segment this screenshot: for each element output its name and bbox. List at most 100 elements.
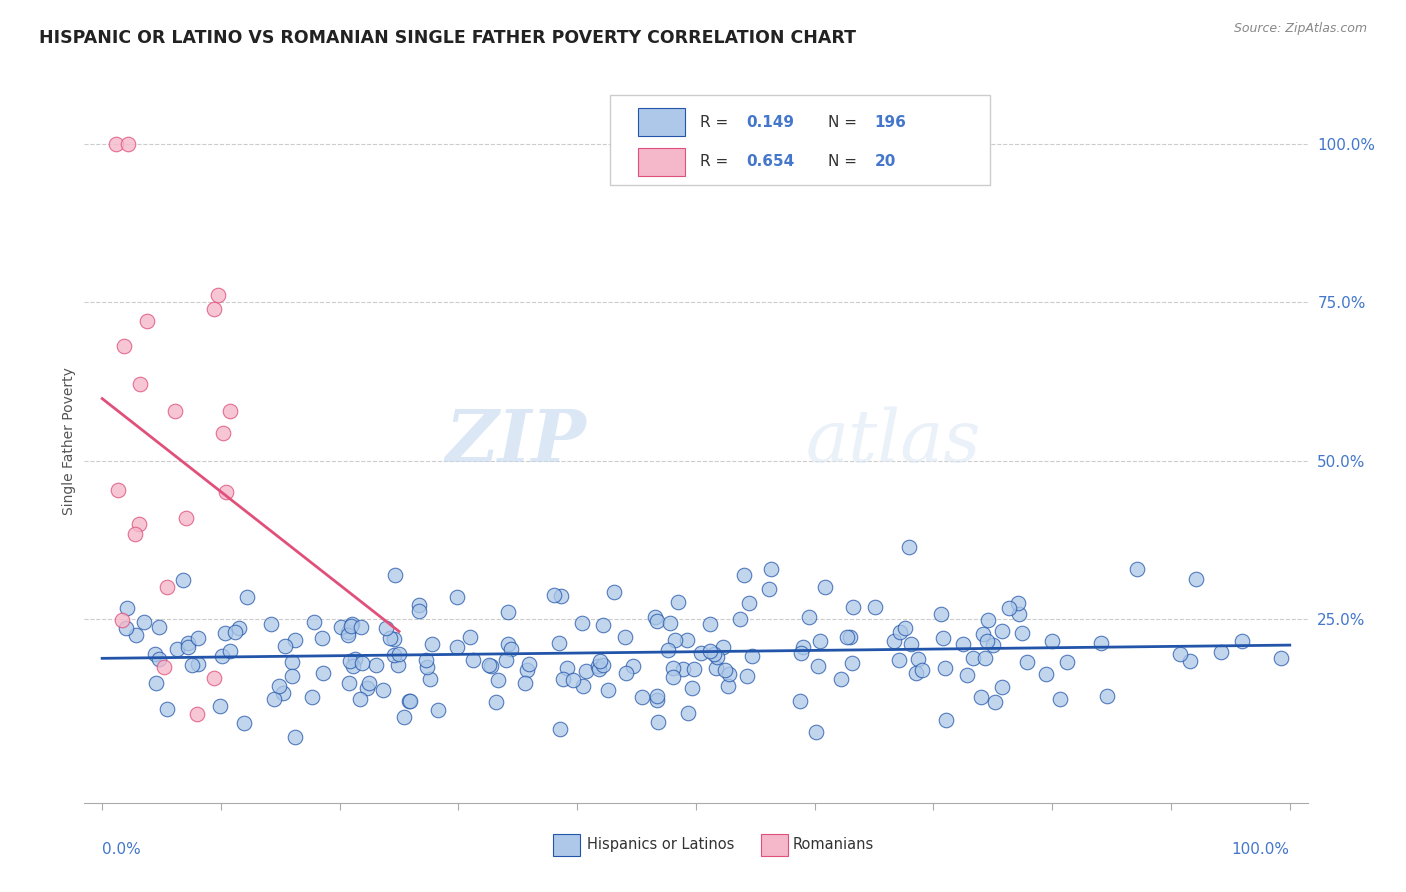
Point xyxy=(613,631,636,645)
Point xyxy=(699,617,721,632)
Point xyxy=(1270,651,1292,665)
Point xyxy=(426,703,449,717)
Point xyxy=(284,632,307,647)
Point xyxy=(657,643,679,657)
Point xyxy=(105,136,128,151)
Text: Source: ZipAtlas.com: Source: ZipAtlas.com xyxy=(1233,22,1367,36)
Point xyxy=(672,662,695,676)
Point xyxy=(699,644,721,658)
Point xyxy=(830,672,852,686)
Point xyxy=(808,634,831,648)
Point xyxy=(645,692,668,706)
Point xyxy=(575,665,598,679)
Point xyxy=(143,647,166,661)
Point xyxy=(733,567,755,582)
Point xyxy=(342,658,364,673)
Point xyxy=(676,706,699,721)
Point xyxy=(186,632,208,646)
Point xyxy=(1126,562,1149,576)
Point xyxy=(337,628,360,642)
Point xyxy=(219,404,242,418)
Point xyxy=(681,681,703,696)
Point xyxy=(704,661,727,675)
Point xyxy=(804,725,827,739)
Point xyxy=(271,686,294,700)
Point xyxy=(340,619,363,633)
Point xyxy=(991,624,1014,639)
Point xyxy=(145,676,167,690)
Point xyxy=(136,314,159,328)
Point xyxy=(174,510,197,524)
Point xyxy=(555,661,578,675)
Point xyxy=(758,582,780,596)
Point xyxy=(662,661,685,675)
Point xyxy=(207,288,229,302)
Point xyxy=(728,612,751,626)
Point xyxy=(662,671,685,685)
Point xyxy=(789,693,811,707)
Point xyxy=(214,626,236,640)
Point xyxy=(952,637,974,651)
Point xyxy=(233,716,256,731)
Point xyxy=(675,633,697,648)
Point xyxy=(208,698,231,713)
Point xyxy=(962,651,984,665)
Point xyxy=(717,679,740,693)
Bar xyxy=(638,148,685,176)
Point xyxy=(974,650,997,665)
Point xyxy=(382,632,405,646)
Text: 0.149: 0.149 xyxy=(747,115,794,129)
Point xyxy=(125,628,148,642)
Point xyxy=(572,679,595,693)
Point xyxy=(499,641,522,656)
Point xyxy=(981,638,1004,652)
Point xyxy=(631,690,654,704)
Point xyxy=(177,635,200,649)
Point xyxy=(517,657,540,672)
Point xyxy=(461,653,484,667)
Point xyxy=(132,615,155,630)
Point xyxy=(814,580,837,594)
Point xyxy=(1008,607,1031,621)
Point xyxy=(478,657,501,672)
Point xyxy=(114,621,136,635)
Text: N =: N = xyxy=(828,115,862,129)
Point xyxy=(350,656,373,670)
Point xyxy=(111,613,134,627)
Point xyxy=(935,713,957,727)
Point xyxy=(571,615,593,630)
Point xyxy=(703,647,725,661)
Point xyxy=(129,377,152,392)
Point xyxy=(588,661,610,675)
Point xyxy=(1011,625,1033,640)
Point xyxy=(889,625,911,640)
Point xyxy=(972,627,994,641)
Point xyxy=(350,620,373,634)
Point xyxy=(202,671,225,685)
Point xyxy=(387,658,409,673)
Point xyxy=(156,580,179,594)
Point xyxy=(148,652,170,666)
Point xyxy=(186,707,208,722)
Point xyxy=(976,614,998,628)
Bar xyxy=(761,834,787,855)
Point xyxy=(841,656,863,670)
Point xyxy=(1007,596,1029,610)
Point xyxy=(172,574,194,588)
Point xyxy=(934,661,956,675)
Point xyxy=(281,668,304,682)
Point xyxy=(1049,691,1071,706)
Point xyxy=(645,689,668,703)
Text: atlas: atlas xyxy=(806,406,981,477)
Point xyxy=(991,680,1014,694)
Point xyxy=(236,590,259,604)
Point xyxy=(415,653,437,667)
Point xyxy=(592,657,614,672)
Point xyxy=(894,621,917,635)
Point xyxy=(735,669,758,683)
Point xyxy=(269,678,291,692)
Point xyxy=(900,638,922,652)
Text: 0.0%: 0.0% xyxy=(103,842,141,856)
Point xyxy=(761,561,783,575)
Point xyxy=(1209,645,1232,659)
